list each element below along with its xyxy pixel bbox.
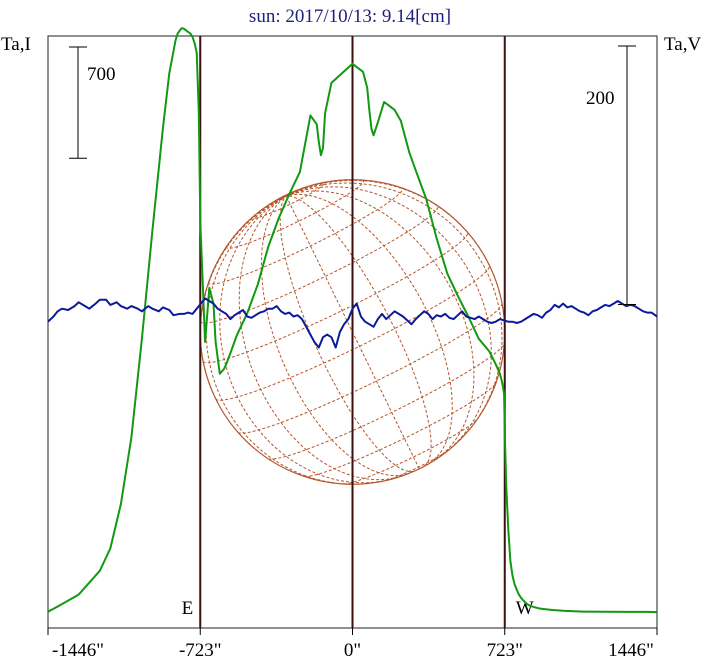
latitude-line [252, 182, 325, 219]
longitude-line [205, 195, 361, 485]
latitude-line [208, 187, 404, 285]
longitude-line [260, 195, 409, 477]
x-tick-label: -723" [179, 640, 222, 661]
latitude-line [225, 179, 365, 249]
latitude-line [200, 205, 439, 324]
left-scale-bar: 700 [69, 46, 116, 159]
x-tick-label: 1446" [608, 640, 654, 661]
x-axis-ticks: -1446" -723" 0" 723" 1446" [47, 628, 658, 661]
longitude-line [285, 182, 503, 432]
right-scale-bar-label: 200 [586, 88, 615, 109]
x-tick-label: 723" [487, 640, 523, 661]
longitude-line [285, 190, 475, 462]
longitude-line [219, 195, 394, 484]
longitude-line [285, 195, 420, 469]
longitude-line [286, 195, 432, 467]
x-tick-label: -1446" [52, 640, 104, 661]
series-line-tai [47, 27, 658, 614]
longitude-line [285, 186, 492, 455]
marker-label: E [182, 598, 194, 619]
latitude-line [343, 418, 478, 485]
longitude-line [279, 195, 414, 473]
series-layer [47, 27, 658, 614]
right-axis-label: Ta,V [664, 34, 701, 55]
latitude-line [304, 382, 497, 478]
marker-label: W [516, 598, 534, 619]
longitude-line [285, 193, 453, 464]
latitude-line [268, 343, 505, 460]
series-line-tav [47, 297, 658, 349]
left-axis-label: Ta,I [1, 34, 31, 55]
longitude-line [238, 195, 404, 481]
left-scale-bar-label: 700 [87, 64, 116, 85]
right-scale-bar: 200 [586, 45, 636, 306]
chart-title: sun: 2017/10/13: 9.14[cm] [249, 6, 451, 27]
x-tick-label: 0" [344, 640, 361, 661]
